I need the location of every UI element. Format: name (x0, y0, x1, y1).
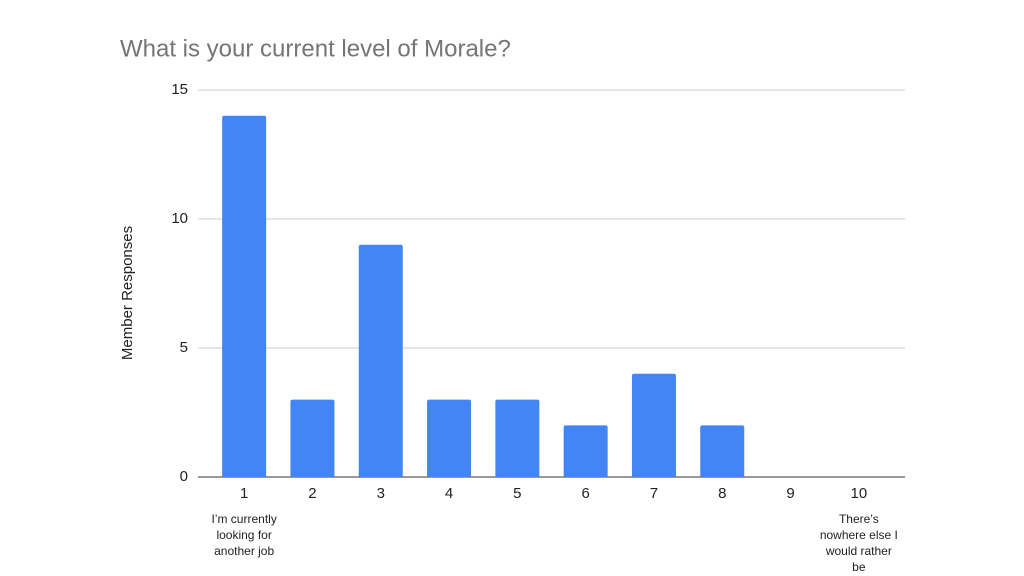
x-tick-label: 8 (718, 485, 726, 502)
bar (358, 244, 403, 477)
bar (631, 373, 676, 477)
x-tick-label: 1 (240, 485, 248, 502)
annotation: I’m currently looking for another job (211, 512, 277, 558)
x-tick-label: 6 (581, 485, 589, 502)
bar (427, 399, 472, 477)
x-tick-label: 2 (308, 485, 316, 502)
x-tick-label: 7 (650, 485, 658, 502)
y-axis-label: Member Responses (119, 226, 136, 360)
y-tick-label: 10 (171, 210, 188, 227)
x-tick-label: 3 (377, 485, 385, 502)
y-tick-label: 0 (180, 468, 188, 485)
annotation: There’s nowhere else I would rather be (819, 512, 898, 574)
bar (290, 399, 335, 477)
y-tick-label: 5 (180, 339, 188, 356)
x-tick-label: 9 (786, 485, 794, 502)
bar (495, 399, 540, 477)
bar (700, 425, 745, 477)
chart-title: What is your current level of Morale? (120, 35, 511, 62)
bar (222, 115, 267, 478)
y-tick-label: 15 (171, 81, 188, 98)
x-tick-label: 4 (445, 485, 453, 502)
x-tick-label: 10 (851, 485, 868, 502)
bar (563, 425, 608, 477)
x-tick-label: 5 (513, 485, 521, 502)
